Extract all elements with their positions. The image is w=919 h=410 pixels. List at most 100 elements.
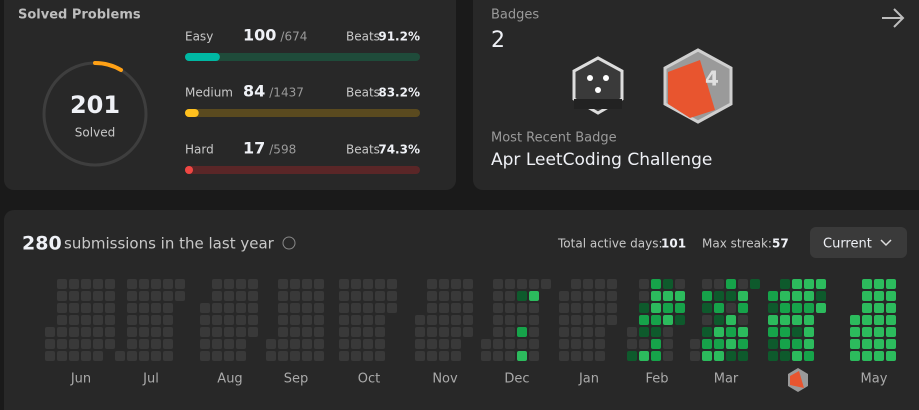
heatmap-cell: [583, 303, 593, 313]
heatmap-cell: [127, 315, 137, 325]
heatmap-cell: [302, 303, 312, 313]
heatmap-cell: [529, 291, 539, 301]
arrow-icon[interactable]: [882, 8, 905, 28]
heatmap-cell: [81, 351, 91, 361]
heatmap-cell: [57, 315, 67, 325]
heatmap-cell: [93, 327, 103, 337]
heatmap-cell: [93, 303, 103, 313]
heatmap-cell: [212, 351, 222, 361]
heatmap-cell: [505, 279, 515, 289]
heatmap-cell: [607, 291, 617, 301]
heatmap-cell: [57, 303, 67, 313]
heatmap-cell: [714, 291, 724, 301]
heatmap-cell: [200, 327, 210, 337]
heatmap-cell: [714, 315, 724, 325]
heatmap-cell: [505, 339, 515, 349]
heatmap-cell: [874, 303, 884, 313]
heatmap-cell: [163, 339, 173, 349]
heatmap-cell: [69, 327, 79, 337]
heatmap-cell: [93, 291, 103, 301]
heatmap-cell: [493, 291, 503, 301]
heatmap-cell: [463, 327, 473, 337]
heatmap-cell: [702, 303, 712, 313]
heatmap-cell: [792, 279, 802, 289]
heatmap-cell: [427, 339, 437, 349]
heatmap-cell: [69, 291, 79, 301]
heatmap-cell: [850, 315, 860, 325]
info-icon[interactable]: [282, 236, 296, 250]
heatmap-cell: [850, 327, 860, 337]
heatmap-cell: [302, 315, 312, 325]
heatmap-cell: [93, 339, 103, 349]
heatmap-cell: [278, 303, 288, 313]
heatmap-cell: [314, 327, 324, 337]
heatmap-cell: [224, 315, 234, 325]
heatmap-cell: [571, 279, 581, 289]
heatmap-cell: [768, 339, 778, 349]
heatmap-cell: [505, 351, 515, 361]
heatmap-cell: [387, 291, 397, 301]
heatmap-cell: [415, 339, 425, 349]
heatmap-cell: [816, 291, 826, 301]
heatmap-cell: [415, 327, 425, 337]
heatmap-cell: [314, 315, 324, 325]
heatmap-cell: [714, 327, 724, 337]
heatmap-cell: [248, 303, 258, 313]
heatmap-cell: [212, 327, 222, 337]
heatmap-cell: [81, 327, 91, 337]
heatmap-cell: [768, 327, 778, 337]
heatmap-cell: [151, 339, 161, 349]
heatmap-cell: [375, 351, 385, 361]
heatmap-cell: [415, 315, 425, 325]
heatmap-cell: [862, 351, 872, 361]
heatmap-cell: [595, 303, 605, 313]
heatmap-cell: [780, 339, 790, 349]
heatmap-cell: [639, 315, 649, 325]
heatmap-cell: [302, 279, 312, 289]
heatmap-cell: [690, 339, 700, 349]
heatmap-cell: [351, 303, 361, 313]
heatmap-cell: [862, 279, 872, 289]
heatmap-cell: [375, 291, 385, 301]
heatmap-cell: [583, 315, 593, 325]
dropdown[interactable]: [810, 227, 907, 258]
heatmap-cell: [57, 327, 67, 337]
heatmap-cell: [290, 315, 300, 325]
heatmap-cell: [451, 303, 461, 313]
solved-title: Solved Problems: [18, 8, 141, 23]
heatmap-cell: [651, 279, 661, 289]
solved-label: Solved: [75, 126, 115, 140]
heatmap-cell: [738, 339, 748, 349]
heatmap-cell: [627, 351, 637, 361]
heatmap-cell: [439, 339, 449, 349]
heatmap-cell: [702, 291, 712, 301]
recent-label: Most Recent Badge: [491, 131, 617, 146]
month-label: Mar: [714, 372, 739, 387]
heatmap-cell: [583, 351, 593, 361]
recent-badge: Apr LeetCoding Challenge: [491, 150, 712, 170]
heatmap-cell: [559, 303, 569, 313]
heatmap-cell: [248, 315, 258, 325]
heatmap-cell: [780, 327, 790, 337]
heatmap-cell: [663, 279, 673, 289]
heatmap-cell: [451, 351, 461, 361]
heatmap-cell: [583, 291, 593, 301]
heatmap-cell: [363, 327, 373, 337]
heatmap-cell: [595, 351, 605, 361]
heatmap-cell: [139, 279, 149, 289]
heatmap-cell: [236, 291, 246, 301]
heatmap-cell: [127, 339, 137, 349]
heatmap-cell: [224, 351, 234, 361]
heatmap-cell: [607, 315, 617, 325]
heatmap-cell: [651, 291, 661, 301]
heatmap-cell: [105, 315, 115, 325]
heatmap-cell: [651, 303, 661, 313]
heatmap-cell: [427, 291, 437, 301]
heatmap-cell: [212, 303, 222, 313]
heatmap-cell: [595, 291, 605, 301]
heatmap-cell: [248, 291, 258, 301]
heatmap-cell: [302, 339, 312, 349]
heatmap-cell: [163, 351, 173, 361]
heatmap-cell: [517, 327, 527, 337]
